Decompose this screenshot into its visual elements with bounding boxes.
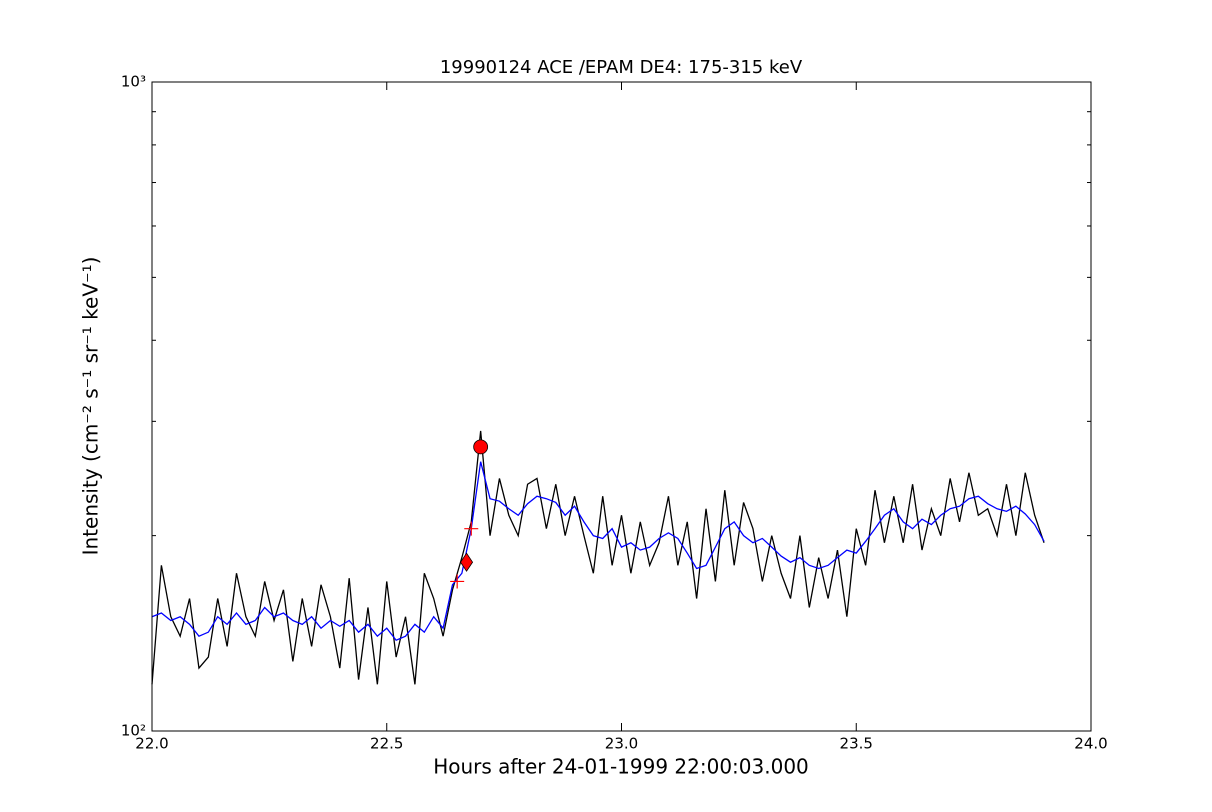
x-tick-label: 22.5 bbox=[370, 735, 403, 753]
x-axis-label: Hours after 24-01-1999 22:00:03.000 bbox=[433, 755, 809, 779]
y-axis-label: Intensity (cm⁻² s⁻¹ sr⁻¹ keV⁻¹) bbox=[79, 257, 103, 556]
marker-diamond bbox=[460, 552, 474, 572]
x-tick-label: 23.5 bbox=[840, 735, 873, 753]
marker-plus bbox=[464, 521, 479, 536]
y-tick-label: 10² bbox=[121, 722, 146, 740]
marker-circle bbox=[473, 439, 489, 455]
y-tick-label: 10³ bbox=[121, 73, 146, 91]
series-line bbox=[151, 430, 1045, 685]
plot-frame bbox=[151, 81, 1092, 732]
chart-title: 19990124 ACE /EPAM DE4: 175-315 keV bbox=[440, 57, 803, 78]
x-tick-label: 22.0 bbox=[135, 735, 168, 753]
series-line bbox=[151, 461, 1045, 642]
x-tick-label: 23.0 bbox=[605, 735, 638, 753]
marker-plus bbox=[450, 574, 465, 589]
x-tick-label: 24.0 bbox=[1074, 735, 1107, 753]
